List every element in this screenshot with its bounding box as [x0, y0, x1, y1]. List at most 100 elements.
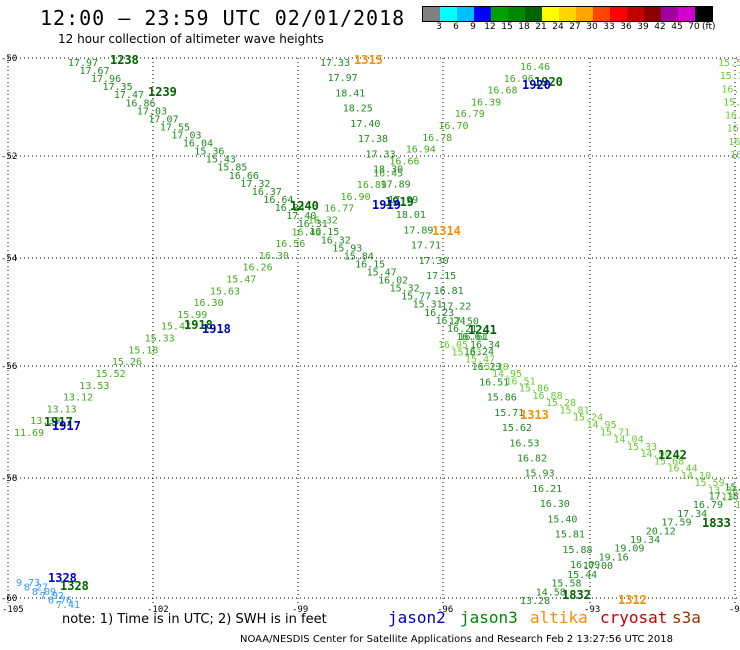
legend-swatch — [610, 7, 627, 21]
swh-value: 15.32 — [390, 284, 420, 295]
swh-value: 14.58 — [536, 587, 566, 598]
pass-time-label: 1315 — [354, 53, 383, 67]
swh-value: 16.42 — [292, 227, 322, 238]
swh-value: 16.53 — [509, 438, 539, 449]
lat-label: -58 — [1, 474, 17, 484]
lon-label: -102 — [147, 605, 169, 615]
swh-value: 16.26 — [243, 263, 273, 274]
swh-value: 16.0 — [730, 150, 740, 161]
lon-label: -96 — [437, 605, 453, 615]
swh-value: 16.4 — [727, 124, 740, 135]
swh-value: 15.58 — [551, 579, 581, 590]
swh-value: 7.41 — [56, 600, 80, 611]
legend-label: 30 — [586, 22, 598, 32]
swh-value: 17.33 — [320, 58, 350, 69]
pass-time-label: 1241 — [468, 323, 497, 337]
legend-swatch — [661, 7, 678, 21]
swh-value: 16.23 — [424, 308, 454, 319]
legend-swatch — [440, 7, 457, 21]
swh-value: 19.16 — [599, 552, 629, 563]
swh-value: 15.7 — [724, 483, 740, 494]
legend-unit: (ft) — [702, 22, 716, 32]
swh-value: 16.23 — [472, 362, 502, 373]
swh-value: 16.88 — [533, 391, 563, 402]
legend-swatch — [644, 7, 661, 21]
swh-value: 15.1 — [720, 71, 740, 82]
swh-value: 19.09 — [614, 544, 644, 555]
swh-value: 16.82 — [517, 454, 547, 465]
swh-value: 16.39 — [471, 97, 501, 108]
swh-value: 15.28 — [546, 398, 576, 409]
swh-value: 15.36 — [194, 147, 224, 158]
swh-value: 16.51 — [479, 378, 509, 389]
legend-swatch — [678, 7, 695, 21]
lon-label: -93 — [584, 605, 600, 615]
swh-value: 15.93 — [525, 469, 555, 480]
legend-swatch — [508, 7, 525, 21]
swh-value: 14.90 — [641, 449, 671, 460]
swh-value: 15.62 — [502, 423, 532, 434]
satellite-s3a: s3a — [672, 608, 701, 627]
legend-label: 39 — [637, 22, 649, 32]
swh-value: 17.32 — [240, 179, 270, 190]
swh-value: 13.13 — [47, 404, 77, 415]
swh-value: 16.64 — [263, 195, 293, 206]
swh-value: 16.34 — [470, 340, 500, 351]
pass-time-label: 1328 — [60, 579, 89, 593]
pass-time-label: 1918 — [184, 318, 213, 332]
swh-value: 13.04 — [722, 493, 740, 504]
swh-value: 17.97 — [328, 73, 358, 84]
pass-time-label: 1920 — [534, 75, 563, 89]
swh-value: 16.81 — [434, 286, 464, 297]
swh-value: 15.33 — [145, 334, 175, 345]
swh-value: 16.89 — [357, 180, 387, 191]
legend-swatch — [491, 7, 508, 21]
swh-value: 16.15 — [355, 259, 385, 270]
swh-value: 15.63 — [210, 286, 240, 297]
swh-value: 6.76 — [48, 596, 72, 607]
swh-value: 16.05 — [438, 340, 468, 351]
swh-value: 16.79 — [455, 109, 485, 120]
legend-label: 70 — [688, 22, 700, 32]
map-subtitle: 12 hour collection of altimeter wave hei… — [58, 32, 324, 46]
swh-value: 16.70 — [438, 121, 468, 132]
swh-value: 15.86 — [487, 393, 517, 404]
swh-value: 17.71 — [411, 241, 441, 252]
swh-value: 17.89 — [403, 225, 433, 236]
swh-value: 15.47 — [367, 268, 397, 279]
legend-swatch — [423, 7, 440, 21]
swh-value: 16.32 — [321, 235, 351, 246]
lon-label: -90 — [729, 605, 740, 615]
legend-label: 27 — [569, 22, 581, 32]
swh-value: 19.34 — [630, 535, 660, 546]
swh-value: 17.89 — [381, 180, 411, 191]
swh-value: 7.92 — [40, 591, 64, 602]
swh-value: 15.7 — [735, 500, 740, 511]
swh-value: 15.47 — [465, 355, 495, 366]
legend-label: 33 — [603, 22, 615, 32]
swh-value: 16.24 — [464, 347, 494, 358]
legend-swatch — [695, 7, 712, 21]
swh-value: 15.81 — [560, 406, 590, 417]
legend-label: 21 — [535, 22, 547, 32]
swh-value: 16.79 — [693, 500, 723, 511]
lat-label: -60 — [1, 594, 17, 604]
swh-value: 17.22 — [441, 301, 471, 312]
swh-value: 16.02 — [378, 276, 408, 287]
satellite-altika: altika — [530, 608, 588, 627]
swh-value: 16.86 — [125, 98, 155, 109]
swh-value: 16.61 — [456, 332, 486, 343]
lat-label: -52 — [1, 152, 17, 162]
credit-line: NOAA/NESDIS Center for Satellite Applica… — [240, 634, 673, 645]
legend-label: 42 — [654, 22, 666, 32]
lon-label: -99 — [292, 605, 308, 615]
swh-value: 16.78 — [422, 133, 452, 144]
swh-value: 17.97 — [68, 58, 98, 69]
swh-value: 16.3 — [728, 137, 740, 148]
swh-value: 17.40 — [350, 119, 380, 130]
swh-value: 8.09 — [32, 587, 56, 598]
lon-label: -105 — [2, 605, 24, 615]
swh-value: 16.94 — [406, 145, 436, 156]
satellite-cryosat: cryosat — [600, 608, 668, 627]
